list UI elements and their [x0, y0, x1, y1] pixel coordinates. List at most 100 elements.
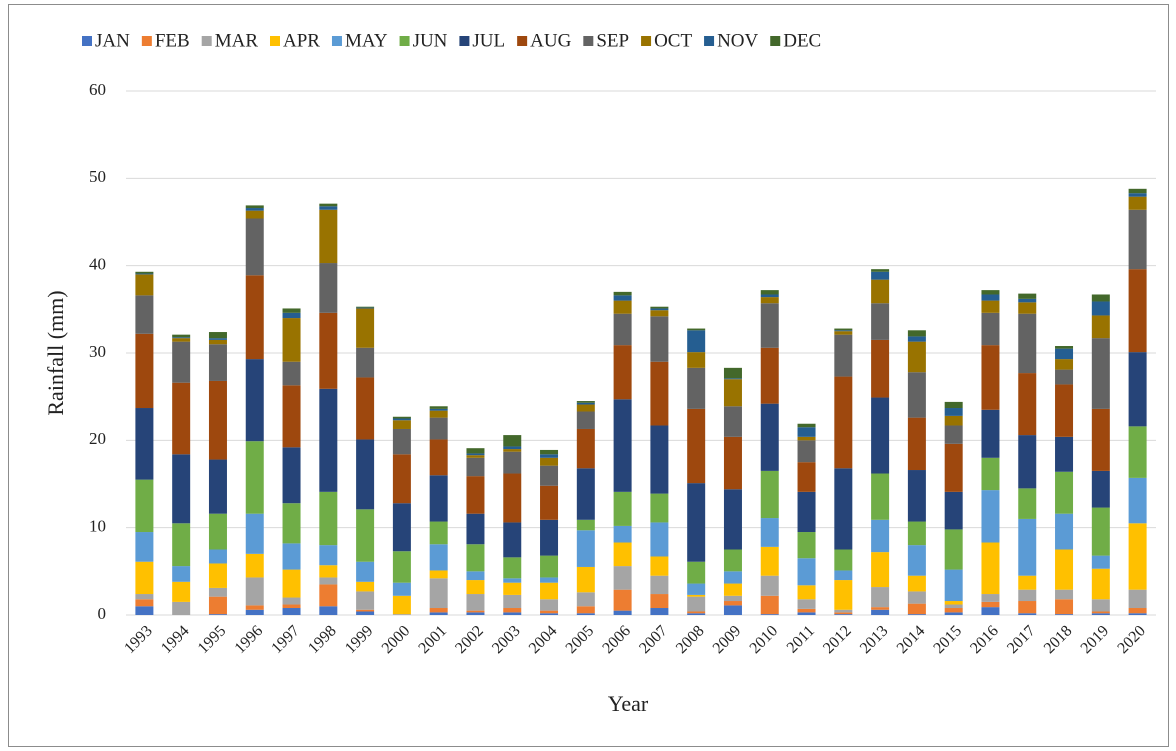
bar-segment	[907, 372, 926, 418]
bar-segment	[650, 493, 669, 523]
bar-segment	[1055, 549, 1074, 590]
legend-swatch	[770, 36, 781, 46]
bar-segment	[576, 404, 595, 412]
bar-segment	[723, 436, 742, 490]
bar-segment	[208, 614, 227, 615]
legend-label: DEC	[783, 30, 821, 51]
bar-segment	[797, 612, 816, 615]
bar-segment	[834, 580, 853, 610]
bar-segment	[356, 308, 375, 348]
bar-segment	[871, 271, 890, 280]
bar-segment	[135, 606, 154, 615]
bar-segment	[907, 614, 926, 615]
bar-segment	[356, 307, 375, 309]
bar-segment	[503, 608, 522, 613]
bar-segment	[760, 518, 779, 547]
bar-segment	[907, 591, 926, 604]
bar-segment	[356, 306, 375, 308]
bar-segment	[1055, 471, 1074, 514]
bar-segment	[1018, 575, 1037, 590]
bar-segment	[1055, 436, 1074, 472]
bar-segment	[834, 570, 853, 581]
bar-segment	[834, 609, 853, 613]
bar-segment	[1018, 488, 1037, 519]
bar-segment	[834, 468, 853, 550]
bar-segment	[135, 532, 154, 562]
bar-segment	[319, 606, 338, 615]
bar-segment	[981, 542, 1000, 595]
legend-swatch	[583, 36, 594, 46]
bar-segment	[576, 566, 595, 593]
bar-segment	[1128, 608, 1147, 614]
bar-segment	[1018, 373, 1037, 436]
bar-segment	[907, 545, 926, 576]
bar-segment	[760, 347, 779, 404]
bar-segment	[797, 491, 816, 533]
bar-segment	[392, 428, 411, 455]
bar-segment	[135, 561, 154, 595]
y-tick-label: 50	[89, 167, 106, 186]
bar-segment	[503, 594, 522, 609]
bar-segment	[1018, 435, 1037, 489]
bar-segment	[282, 503, 301, 544]
bar-segment	[172, 382, 191, 455]
bar-segment	[687, 594, 706, 597]
bar-segment	[1055, 599, 1074, 615]
legend-swatch	[704, 36, 715, 46]
bar-segment	[1018, 601, 1037, 614]
bar-segment	[981, 601, 1000, 608]
bar-segment	[907, 470, 926, 522]
bar-segment	[871, 609, 890, 615]
bar-segment	[981, 594, 1000, 602]
bar-segment	[1128, 477, 1147, 524]
bar-segment	[797, 585, 816, 600]
bar-segment	[245, 208, 264, 211]
bar-segment	[834, 612, 853, 615]
bar-segment	[834, 614, 853, 615]
bar-segment	[613, 295, 632, 301]
bar-segment	[576, 401, 595, 403]
legend-label: SEP	[596, 30, 629, 51]
bar-segment	[466, 453, 485, 456]
bar-segment	[981, 300, 1000, 313]
bar-segment	[245, 553, 264, 578]
bar-segment	[871, 269, 890, 272]
bar-segment	[797, 608, 816, 613]
bar-segment	[723, 378, 742, 380]
bar-segment	[613, 345, 632, 400]
legend-label: MAY	[345, 30, 388, 51]
bar-segment	[392, 420, 411, 429]
bar-segment	[540, 454, 559, 458]
bar-segment	[650, 608, 669, 615]
bar-segment	[1055, 348, 1074, 360]
bar-segment	[392, 418, 411, 421]
bar-segment	[319, 312, 338, 389]
bar-segment	[356, 509, 375, 562]
bar-segment	[172, 338, 191, 342]
bar-segment	[650, 310, 669, 317]
bar-segment	[1091, 507, 1110, 556]
bar-segment	[245, 205, 264, 209]
legend-swatch	[399, 36, 410, 46]
bar-segment	[907, 417, 926, 471]
bar-segment	[429, 570, 448, 579]
bar-segment	[576, 402, 595, 405]
bar-segment	[1091, 611, 1110, 614]
bar-segment	[135, 479, 154, 533]
bar-segment	[687, 596, 706, 612]
bar-segment	[687, 561, 706, 584]
bar-segment	[576, 530, 595, 567]
legend-swatch	[141, 36, 152, 46]
bar-segment	[503, 557, 522, 579]
bar-segment	[208, 459, 227, 514]
legend-label: APR	[283, 30, 320, 51]
bar-segment	[723, 367, 742, 379]
bar-segment	[797, 532, 816, 559]
bar-segment	[1055, 513, 1074, 550]
bar-segment	[613, 610, 632, 615]
bar-segment	[907, 341, 926, 373]
bar-segment	[466, 610, 485, 613]
bar-segment	[576, 606, 595, 614]
bar-segment	[760, 575, 779, 596]
bar-segment	[135, 599, 154, 607]
